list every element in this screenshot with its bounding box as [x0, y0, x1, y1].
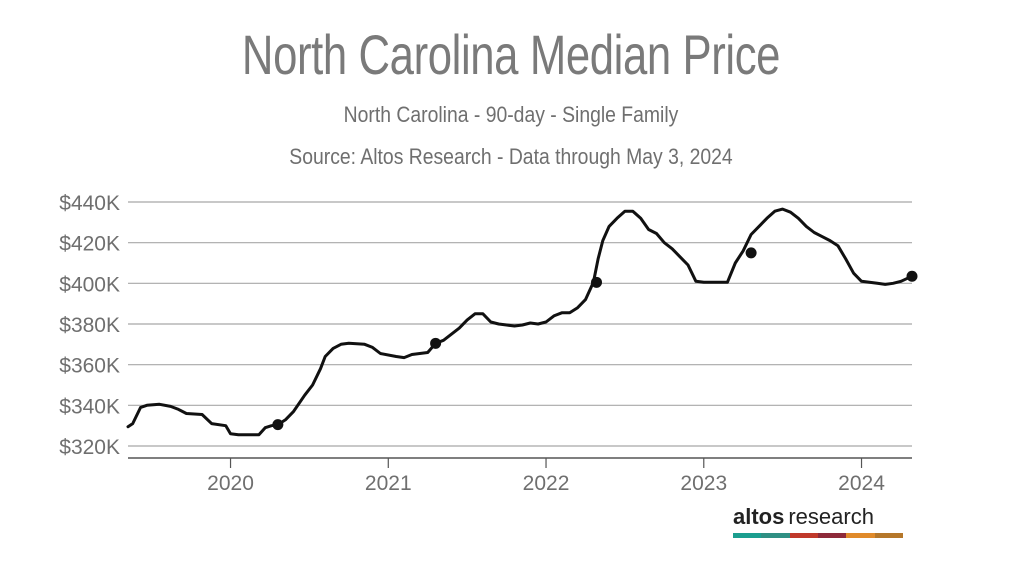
logo-color-segment: [733, 533, 762, 538]
logo-color-segment: [789, 533, 818, 538]
data-point-marker: [906, 270, 918, 282]
x-axis-ticks: 2020 2021 2022 2023 2024: [207, 458, 885, 495]
x-tick-label: 2022: [523, 472, 570, 495]
logo-color-segment: [817, 533, 847, 538]
data-point-marker: [272, 419, 284, 431]
series-line: [126, 207, 914, 437]
y-tick-label: $440K: [59, 192, 120, 215]
data-point-marker: [591, 276, 603, 288]
y-axis-ticks: $320K $340K $360K $380K $400K $420K $440K: [59, 192, 120, 459]
x-tick-label: 2021: [365, 472, 412, 495]
y-tick-label: $360K: [59, 355, 120, 378]
chart-subtitle: North Carolina - 90-day - Single Family: [343, 102, 679, 127]
chart-source: Source: Altos Research - Data through Ma…: [289, 144, 733, 169]
y-tick-label: $340K: [59, 395, 120, 418]
logo-color-bar: [733, 533, 903, 538]
y-tick-label: $380K: [59, 314, 120, 337]
x-tick-label: 2020: [207, 472, 254, 495]
logo-color-segment: [874, 533, 903, 538]
altos-research-logo: altos research: [733, 505, 903, 538]
logo-word-research: research: [788, 504, 874, 529]
logo-color-segment: [761, 533, 790, 538]
x-tick-label: 2023: [680, 472, 727, 495]
logo-word-altos: altos: [733, 504, 785, 529]
data-point-marker: [745, 247, 757, 259]
series-layer: [126, 207, 914, 437]
data-point-marker: [430, 337, 442, 349]
y-tick-label: $420K: [59, 233, 120, 256]
chart-title: North Carolina Median Price: [241, 23, 781, 86]
y-tick-label: $400K: [59, 273, 120, 296]
logo-color-segment: [846, 533, 875, 538]
marker-layer: [272, 247, 918, 431]
x-tick-label: 2024: [838, 472, 885, 495]
y-tick-label: $320K: [59, 436, 120, 459]
